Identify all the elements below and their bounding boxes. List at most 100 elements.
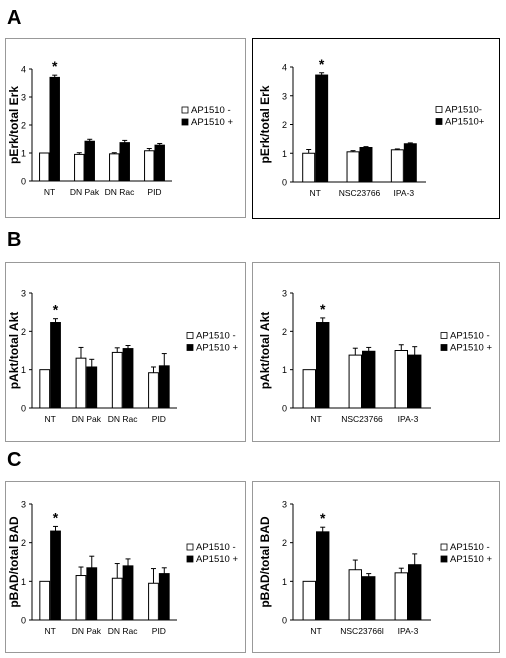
y-tick-label: 3 — [282, 289, 287, 299]
y-tick-label: 1 — [282, 365, 287, 375]
x-tick-label: DN Rac — [108, 626, 139, 636]
y-axis-label: pErk/total Erk — [7, 86, 21, 164]
x-tick-label: IPA-3 — [398, 414, 419, 424]
y-tick-label: 1 — [21, 577, 26, 587]
bar-nt-series-1 — [315, 74, 329, 183]
bar-nsc23766l-series-0 — [348, 569, 363, 621]
bar-nt-series-0 — [302, 580, 317, 621]
bar-ipa-3-series-1 — [403, 143, 417, 183]
y-tick-label: 3 — [282, 91, 287, 101]
significance-asterisk: * — [320, 301, 326, 317]
x-tick-label: DN Pak — [72, 626, 102, 636]
y-tick-label: 4 — [21, 65, 26, 75]
x-tick-label: NSC23766 — [339, 188, 381, 198]
x-tick-label: IPA-3 — [398, 626, 419, 636]
y-tick-label: 3 — [21, 93, 26, 103]
bar-nt-series-0 — [302, 152, 316, 183]
y-tick-label: 0 — [21, 404, 26, 414]
y-tick-label: 0 — [21, 177, 26, 187]
x-tick-label: PID — [147, 187, 161, 197]
bar-nt-series-0 — [39, 152, 50, 182]
chart-pbad-dn: 0 1 2 3 pBAD/total BAD NT DN Pak DN Rac PID * AP15… — [5, 481, 246, 653]
y-tick-label: 0 — [282, 404, 287, 414]
legend-swatch — [440, 543, 448, 551]
chart-perk-dn: 0 1 2 3 4 pErk/total Erk NT DN Pak DN Rac PID * AP1… — [5, 38, 246, 218]
y-axis-label: pBAD/total BAD — [258, 516, 272, 608]
bar-ipa-3-series-0 — [394, 350, 409, 409]
bar-pid-series-0 — [148, 582, 159, 621]
y-axis-label: pErk/total Erk — [258, 85, 272, 163]
y-tick-label: 3 — [21, 289, 26, 299]
y-tick-label: 2 — [21, 327, 26, 337]
bar-nsc23766-series-0 — [346, 151, 360, 183]
legend-swatch — [186, 332, 194, 339]
x-tick-label: DN Pak — [72, 414, 102, 424]
significance-asterisk: * — [53, 509, 59, 525]
legend-swatch — [440, 344, 448, 351]
y-axis-label: pAkt/total Akt — [7, 312, 21, 390]
bar-nsc23766-series-1 — [359, 147, 373, 183]
bar-dn-pak-series-0 — [75, 357, 87, 409]
bar-nt-series-1 — [49, 76, 60, 182]
bar-ipa-3-series-1 — [408, 564, 422, 621]
bar-dn-pak-series-1 — [84, 140, 95, 182]
chart-perk-inhibitors: 0 1 2 3 4 pErk/total Erk NT NSC23766 IPA-3 * AP151… — [252, 38, 500, 219]
bar-nt-series-0 — [39, 580, 51, 621]
y-tick-label: 1 — [21, 365, 26, 375]
legend-swatch — [186, 543, 194, 551]
legend-entry: AP1510 + — [450, 554, 492, 565]
x-tick-label: NT — [44, 414, 55, 424]
bar-dn-pak-series-0 — [74, 153, 85, 182]
x-tick-label: DN Rac — [108, 414, 139, 424]
chart-pakt-inhibitors: 0 1 2 3 pAkt/total Akt NT NSC23766 IPA-3 * AP1510… — [252, 262, 500, 442]
legend-swatch — [181, 106, 189, 114]
legend-entry: AP1510 + — [196, 343, 238, 354]
panel-letter-c: C — [7, 449, 22, 471]
bar-dn-rac-series-0 — [111, 577, 123, 621]
y-axis-label: pAkt/total Akt — [258, 312, 272, 390]
x-tick-label: PID — [152, 626, 166, 636]
bar-nt-series-1 — [50, 530, 61, 621]
chart-svg: 0 1 2 3 4 pErk/total Erk NT DN Pak DN Rac PID * AP1… — [7, 58, 233, 197]
y-tick-label: 2 — [282, 120, 287, 130]
legend-entry: AP1510- — [445, 105, 482, 116]
chart-svg: 0 1 2 3 pAkt/total Akt NT DN Pak DN Rac PID * AP15… — [7, 289, 238, 425]
y-tick-label: 2 — [21, 121, 26, 131]
x-tick-label: NT — [44, 187, 55, 197]
bar-dn-rac-series-0 — [109, 153, 120, 182]
legend-swatch — [435, 106, 443, 113]
significance-asterisk: * — [319, 56, 325, 72]
x-tick-label: NSC23766 — [341, 414, 383, 424]
bar-nt-series-1 — [50, 322, 61, 409]
bar-pid-series-1 — [154, 144, 165, 182]
legend-swatch — [186, 555, 194, 563]
x-tick-label: NSC23766l — [340, 626, 384, 636]
bar-nt-series-0 — [39, 369, 51, 409]
x-tick-label: NT — [309, 188, 320, 198]
bar-nt-series-1 — [316, 322, 330, 409]
bar-dn-rac-series-0 — [111, 351, 123, 409]
chart-svg: 0 1 2 3 pAkt/total Akt NT NSC23766 IPA-3 * AP1510… — [258, 289, 492, 425]
chart-pakt-dn: 0 1 2 3 pAkt/total Akt NT DN Pak DN Rac PID * AP15… — [5, 262, 246, 442]
bar-dn-pak-series-1 — [86, 567, 98, 621]
legend-entry: AP1510 + — [191, 117, 233, 128]
bar-ipa-3-series-0 — [394, 572, 409, 621]
bar-dn-rac-series-1 — [122, 565, 134, 621]
x-tick-label: NT — [310, 626, 321, 636]
legend-entry: AP1510 - — [450, 542, 490, 553]
x-tick-label: NT — [310, 414, 321, 424]
bar-dn-pak-series-0 — [75, 575, 87, 621]
x-tick-label: DN Rac — [105, 187, 136, 197]
bar-ipa-3-series-1 — [408, 354, 422, 409]
panel-letter-b: B — [7, 229, 22, 251]
significance-asterisk: * — [320, 510, 326, 526]
x-tick-label: NT — [44, 626, 55, 636]
bar-dn-pak-series-1 — [86, 366, 98, 409]
y-tick-label: 0 — [282, 616, 287, 626]
y-tick-label: 1 — [282, 577, 287, 587]
significance-asterisk: * — [52, 58, 58, 74]
bar-pid-series-1 — [158, 573, 170, 621]
chart-pbad-inhibitors: 0 1 2 3 pBAD/total BAD NT NSC23766l IPA-3 * AP151… — [252, 481, 500, 653]
bar-pid-series-1 — [158, 365, 170, 409]
